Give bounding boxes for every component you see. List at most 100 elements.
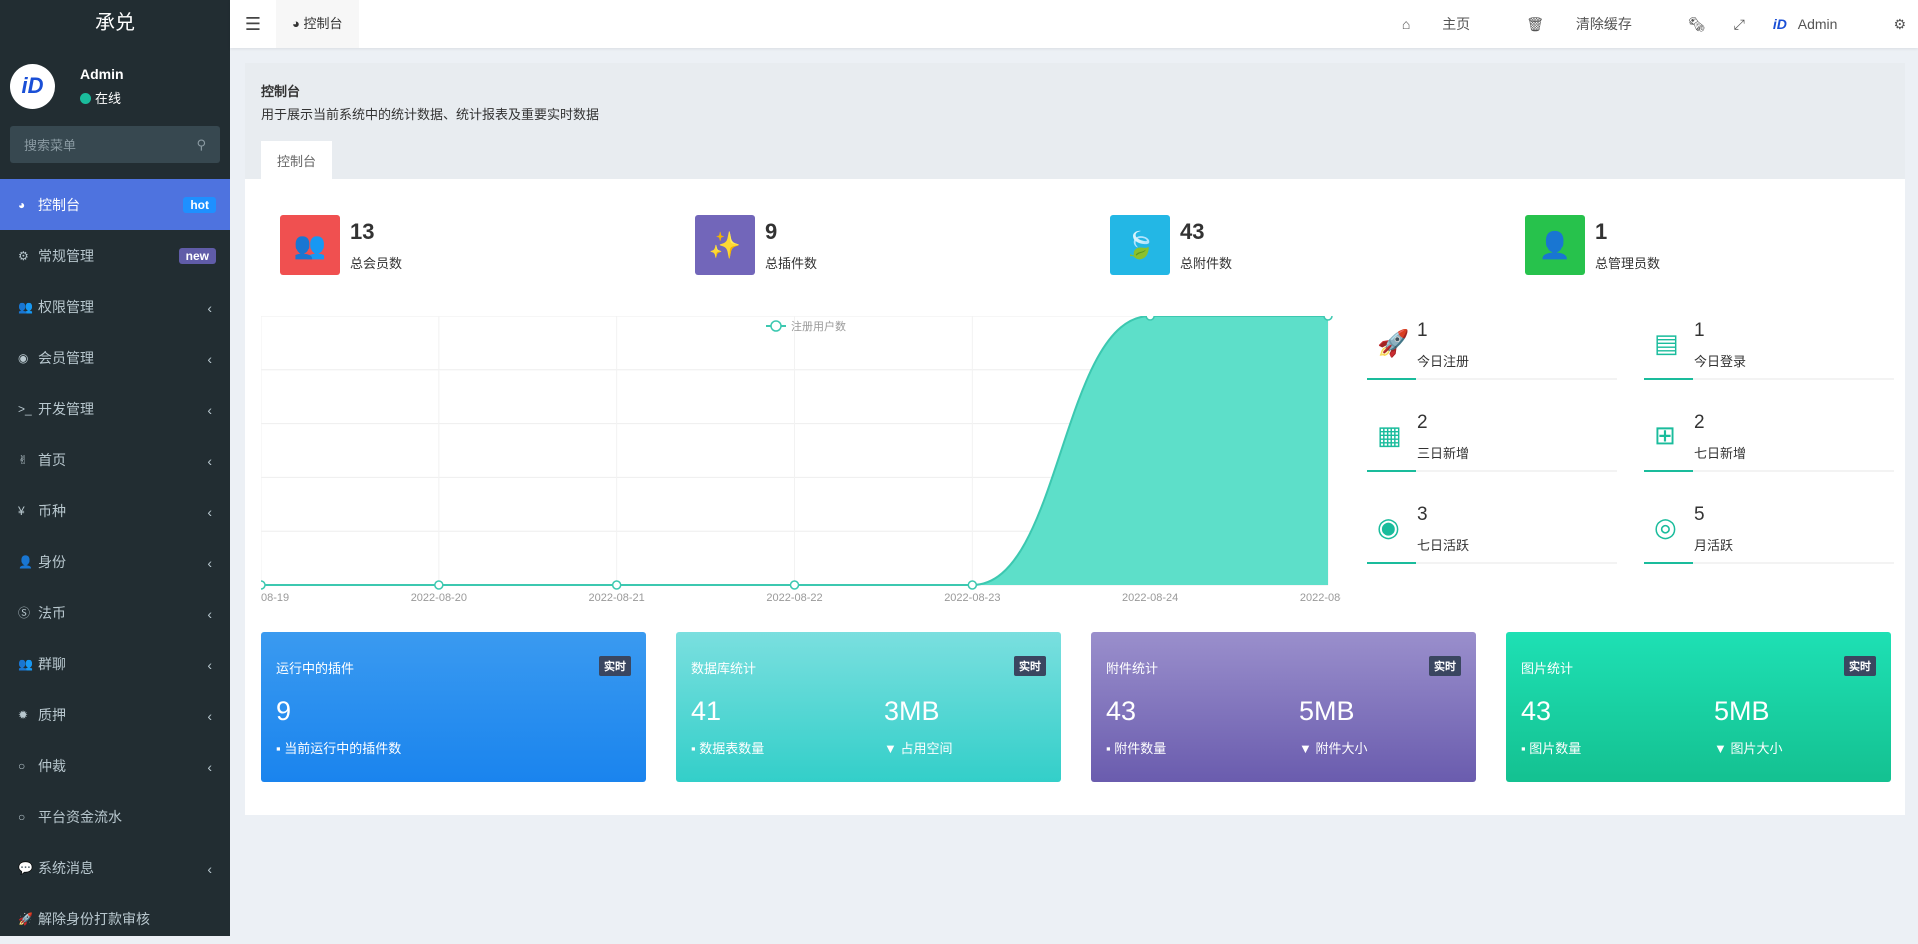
user-panel: iD Admin 在线 xyxy=(0,48,230,114)
chevron-left-icon[interactable]: ‹ xyxy=(207,300,212,316)
stat-box: ✨ 9 总插件数 xyxy=(695,215,817,275)
sidebar-item-3[interactable]: ◉ 会员管理 ‹ xyxy=(0,332,230,383)
chevron-left-icon[interactable]: ‹ xyxy=(207,861,212,877)
card-sub-2: ▼ 图片大小 xyxy=(1714,738,1783,757)
user-circle-icon: ◉ xyxy=(1377,512,1400,542)
settings-cogs-icon[interactable]: ⚙ xyxy=(1893,15,1906,32)
sidebar-item-9[interactable]: 👥 群聊 ‹ xyxy=(0,638,230,689)
mini-stat-label: 三日新增 xyxy=(1417,446,1470,461)
summary-card: 数据库统计 实时 41 ▪ 数据表数量 3MB ▼ 占用空间 xyxy=(676,632,1061,782)
chevron-left-icon[interactable]: ‹ xyxy=(207,657,212,673)
sidebar-item-4[interactable]: >_ 开发管理 ‹ xyxy=(0,383,230,434)
sidebar-item-7[interactable]: 👤 身份 ‹ xyxy=(0,536,230,587)
top-navbar: ☰ ◕ 控制台 ⌂ 主页 🗑 清除缓存 🗞 ⤢ iD Admin ⚙ xyxy=(230,0,1918,48)
card-title: 运行中的插件 xyxy=(276,661,355,676)
mini-stat-bar xyxy=(1644,562,1894,564)
mini-stat-bar xyxy=(1367,562,1617,564)
sidebar-item-12[interactable]: ○ 平台资金流水 xyxy=(0,791,230,842)
chevron-left-icon[interactable]: ‹ xyxy=(207,759,212,775)
rocket-icon: 🚀 xyxy=(18,911,33,926)
sidebar-item-label: 开发管理 xyxy=(38,400,94,417)
page-tab-dashboard[interactable]: 控制台 xyxy=(261,141,333,183)
chevron-left-icon[interactable]: ‹ xyxy=(207,351,212,367)
group-icon: 👥 xyxy=(18,299,33,314)
search-icon[interactable]: ⚲ xyxy=(196,136,206,152)
sidebar-item-6[interactable]: ¥ 币种 ‹ xyxy=(0,485,230,536)
circle-o-icon: ○ xyxy=(18,758,26,773)
chevron-left-icon[interactable]: ‹ xyxy=(207,555,212,571)
data-point xyxy=(611,580,622,590)
sidebar-item-0[interactable]: ◕ 控制台 hot xyxy=(0,179,230,230)
sidebar-item-label: 控制台 xyxy=(38,196,80,213)
data-point xyxy=(1323,316,1333,321)
stat-label: 总插件数 xyxy=(765,255,818,271)
trash-icon: 🗑 xyxy=(1526,16,1544,32)
tab-dashboard[interactable]: ◕ 控制台 xyxy=(276,0,359,48)
mini-stat: ◉ 3 七日活跃 xyxy=(1367,502,1617,582)
mini-stat-bar xyxy=(1367,470,1617,472)
sidebar-item-label: 法币 xyxy=(38,604,66,621)
comment-icon: 💬 xyxy=(18,860,33,875)
sidebar-item-14[interactable]: 🚀 解除身份打款审核 xyxy=(0,893,230,944)
skype-icon: Ⓢ xyxy=(18,606,31,620)
card-value-2: 5MB xyxy=(1299,696,1355,726)
leaf-icon: 🍃 xyxy=(1110,215,1170,275)
register-users-chart: 2022-08-19 2022-08-20 2022-08-21 2022-08-22… xyxy=(261,316,1341,604)
sidebar-item-label: 仲裁 xyxy=(38,757,66,774)
card-sub-label-2: 图片大小 xyxy=(1730,741,1783,756)
app-logo[interactable]: 承兑 xyxy=(95,12,135,34)
user-status: 在线 xyxy=(95,90,122,106)
card-sub: ▪ 附件数量 xyxy=(1106,741,1167,756)
sidebar-item-label: 身份 xyxy=(38,553,66,570)
x-tick-label: 2022-08-19 xyxy=(261,592,289,604)
chevron-left-icon[interactable]: ‹ xyxy=(207,402,212,418)
stat-box: 🍃 43 总附件数 xyxy=(1110,215,1232,275)
user-avatar-icon: iD xyxy=(1772,16,1787,32)
stat-label: 总会员数 xyxy=(350,255,403,271)
chevron-left-icon[interactable]: ‹ xyxy=(207,504,212,520)
menu-search-input[interactable]: 搜索菜单 ⚲ xyxy=(10,126,220,163)
home-label: 主页 xyxy=(1442,16,1471,32)
terminal-icon: >_ xyxy=(18,401,32,416)
avatar: iD xyxy=(10,63,55,109)
user-menu-label: Admin xyxy=(1797,16,1838,32)
sidebar-item-5[interactable]: ✌ 首页 ‹ xyxy=(0,434,230,485)
stat-value: 9 xyxy=(765,218,778,244)
card-title: 附件统计 xyxy=(1106,661,1159,676)
user-menu[interactable]: iD Admin xyxy=(1773,16,1866,32)
chevron-left-icon[interactable]: ‹ xyxy=(207,453,212,469)
user-circle-icon: ◉ xyxy=(18,350,29,365)
sidebar-item-2[interactable]: 👥 权限管理 ‹ xyxy=(0,281,230,332)
mini-stat-value: 5 xyxy=(1694,504,1705,525)
home-link[interactable]: ⌂ 主页 xyxy=(1402,14,1498,34)
data-point xyxy=(967,580,978,590)
sidebar-item-10[interactable]: ✹ 质押 ‹ xyxy=(0,689,230,740)
menu-toggle-icon[interactable]: ☰ xyxy=(244,13,262,34)
x-tick-label: 2022-08-20 xyxy=(411,592,467,604)
filter-icon: ▼ xyxy=(1299,741,1312,756)
data-point xyxy=(1145,316,1155,321)
x-tick-label: 2022-08-22 xyxy=(766,592,822,604)
sidebar-item-label: 币种 xyxy=(38,502,66,519)
calendar-icon: ▦ xyxy=(1377,420,1402,450)
fullscreen-icon[interactable]: ⤢ xyxy=(1733,15,1745,32)
x-tick-label: 2022-08-21 xyxy=(589,592,645,604)
language-icon[interactable]: 🗞 xyxy=(1687,15,1706,32)
sidebar-item-13[interactable]: 💬 系统消息 ‹ xyxy=(0,842,230,893)
card-value: 43 xyxy=(1106,696,1137,726)
chevron-left-icon[interactable]: ‹ xyxy=(207,708,212,724)
sidebar-item-11[interactable]: ○ 仲裁 ‹ xyxy=(0,740,230,791)
mini-stat: ▤ 1 今日登录 xyxy=(1644,318,1894,398)
card-sub: ▪ 图片数量 xyxy=(1521,741,1582,756)
x-tick-label: 2022-08-24 xyxy=(1122,592,1178,604)
sidebar-item-8[interactable]: Ⓢ 法币 ‹ xyxy=(0,587,230,638)
clear-cache-label: 清除缓存 xyxy=(1575,16,1632,32)
tab-label: 控制台 xyxy=(303,16,343,31)
sidebar-item-1[interactable]: ⚙ 常规管理 new xyxy=(0,230,230,281)
clear-cache-button[interactable]: 🗑 清除缓存 xyxy=(1526,14,1660,34)
data-point xyxy=(261,580,266,590)
mini-stat: 🚀 1 今日注册 xyxy=(1367,318,1617,398)
x-tick-label: 2022-08-25 xyxy=(1300,592,1341,604)
stat-value: 1 xyxy=(1595,218,1608,244)
chevron-left-icon[interactable]: ‹ xyxy=(207,606,212,622)
